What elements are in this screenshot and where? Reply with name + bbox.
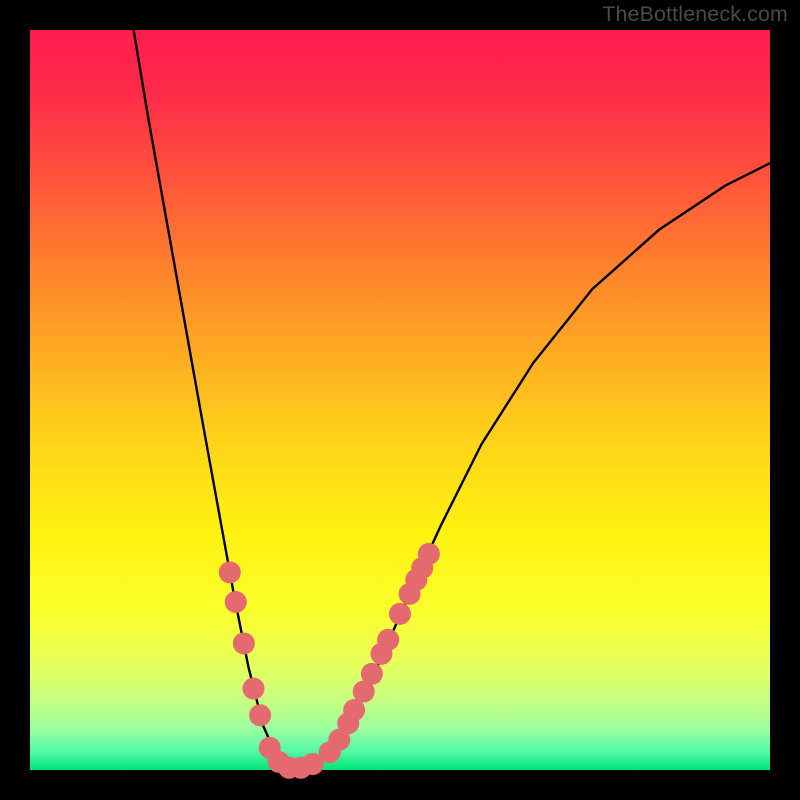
marker-dot <box>249 704 271 726</box>
marker-dots-group <box>219 543 440 779</box>
marker-dot <box>219 561 241 583</box>
watermark-text: TheBottleneck.com <box>602 2 788 27</box>
marker-dot <box>418 543 440 565</box>
bottleneck-curve <box>134 30 770 770</box>
marker-dot <box>233 632 255 654</box>
marker-dot <box>361 663 383 685</box>
marker-dot <box>225 591 247 613</box>
chart-canvas: TheBottleneck.com <box>0 0 800 800</box>
marker-dot <box>242 678 264 700</box>
plot-area <box>30 30 770 770</box>
marker-dot <box>389 603 411 625</box>
marker-dot <box>377 629 399 651</box>
curve-overlay <box>30 30 770 770</box>
